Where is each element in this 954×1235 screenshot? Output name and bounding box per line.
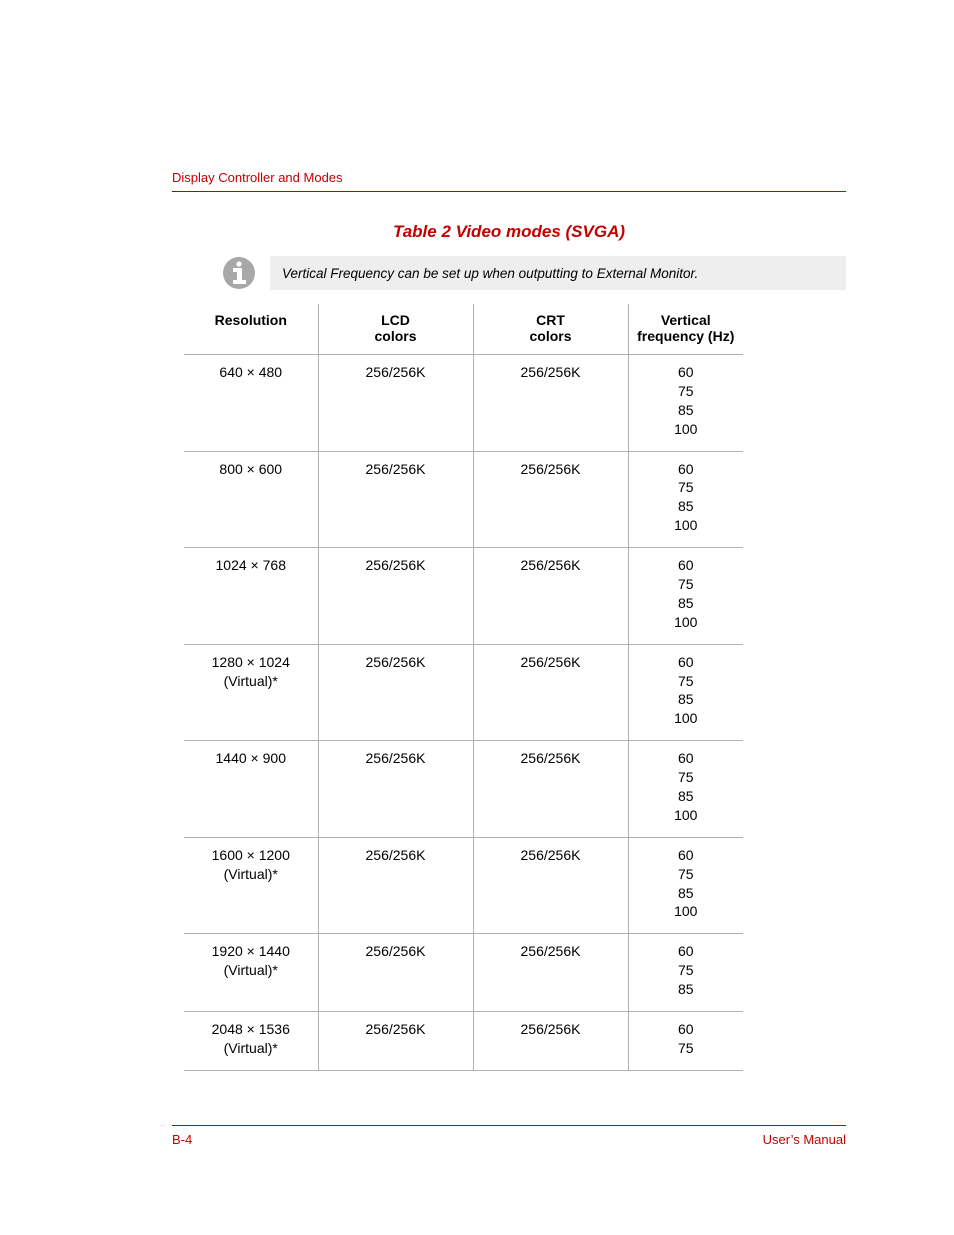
cell-lcd: 256/256K — [318, 451, 473, 548]
table-row: 1024 × 768 256/256K 256/256K 60 75 85 10… — [184, 548, 743, 645]
footer: B-4 User’s Manual — [172, 1125, 846, 1147]
table-row: 1280 × 1024 (Virtual)* 256/256K 256/256K… — [184, 644, 743, 741]
cell-crt: 256/256K — [473, 548, 628, 645]
cell-resolution: 1024 × 768 — [184, 548, 318, 645]
cell-freq: 60 75 — [628, 1012, 743, 1071]
col-header-lcd: LCD colors — [318, 304, 473, 355]
cell-lcd: 256/256K — [318, 548, 473, 645]
table-body: 640 × 480 256/256K 256/256K 60 75 85 100… — [184, 355, 743, 1071]
cell-lcd: 256/256K — [318, 355, 473, 452]
note-text: Vertical Frequency can be set up when ou… — [270, 256, 846, 290]
cell-resolution: 1600 × 1200 (Virtual)* — [184, 837, 318, 934]
page: Display Controller and Modes Table 2 Vid… — [0, 0, 954, 1207]
cell-lcd: 256/256K — [318, 741, 473, 838]
cell-resolution: 2048 × 1536 (Virtual)* — [184, 1012, 318, 1071]
cell-lcd: 256/256K — [318, 934, 473, 1012]
header-section: Display Controller and Modes — [172, 170, 846, 192]
table-row: 800 × 600 256/256K 256/256K 60 75 85 100 — [184, 451, 743, 548]
cell-crt: 256/256K — [473, 1012, 628, 1071]
table-row: 1440 × 900 256/256K 256/256K 60 75 85 10… — [184, 741, 743, 838]
cell-resolution: 1920 × 1440 (Virtual)* — [184, 934, 318, 1012]
cell-lcd: 256/256K — [318, 644, 473, 741]
cell-crt: 256/256K — [473, 355, 628, 452]
cell-crt: 256/256K — [473, 644, 628, 741]
cell-freq: 60 75 85 100 — [628, 355, 743, 452]
cell-crt: 256/256K — [473, 741, 628, 838]
doc-title: User’s Manual — [763, 1132, 846, 1147]
info-icon — [222, 256, 256, 290]
table-head: Resolution LCD colors CRT colors Vertica… — [184, 304, 743, 355]
cell-resolution: 640 × 480 — [184, 355, 318, 452]
cell-crt: 256/256K — [473, 451, 628, 548]
cell-lcd: 256/256K — [318, 1012, 473, 1071]
col-header-crt: CRT colors — [473, 304, 628, 355]
video-modes-table: Resolution LCD colors CRT colors Vertica… — [184, 304, 743, 1071]
cell-lcd: 256/256K — [318, 837, 473, 934]
table-row: 1600 × 1200 (Virtual)* 256/256K 256/256K… — [184, 837, 743, 934]
cell-freq: 60 75 85 100 — [628, 741, 743, 838]
page-number: B-4 — [172, 1132, 192, 1147]
cell-crt: 256/256K — [473, 837, 628, 934]
cell-resolution: 1280 × 1024 (Virtual)* — [184, 644, 318, 741]
table-head-row: Resolution LCD colors CRT colors Vertica… — [184, 304, 743, 355]
content: Table 2 Video modes (SVGA) Vertical Freq… — [172, 222, 846, 1071]
cell-freq: 60 75 85 100 — [628, 451, 743, 548]
col-header-resolution: Resolution — [184, 304, 318, 355]
table-row: 640 × 480 256/256K 256/256K 60 75 85 100 — [184, 355, 743, 452]
section-title: Display Controller and Modes — [172, 170, 846, 192]
cell-freq: 60 75 85 — [628, 934, 743, 1012]
col-header-freq: Vertical frequency (Hz) — [628, 304, 743, 355]
table-row: 1920 × 1440 (Virtual)* 256/256K 256/256K… — [184, 934, 743, 1012]
cell-crt: 256/256K — [473, 934, 628, 1012]
cell-freq: 60 75 85 100 — [628, 548, 743, 645]
cell-resolution: 1440 × 900 — [184, 741, 318, 838]
note-row: Vertical Frequency can be set up when ou… — [222, 256, 846, 290]
table-row: 2048 × 1536 (Virtual)* 256/256K 256/256K… — [184, 1012, 743, 1071]
cell-resolution: 800 × 600 — [184, 451, 318, 548]
table-title: Table 2 Video modes (SVGA) — [172, 222, 846, 242]
cell-freq: 60 75 85 100 — [628, 644, 743, 741]
cell-freq: 60 75 85 100 — [628, 837, 743, 934]
